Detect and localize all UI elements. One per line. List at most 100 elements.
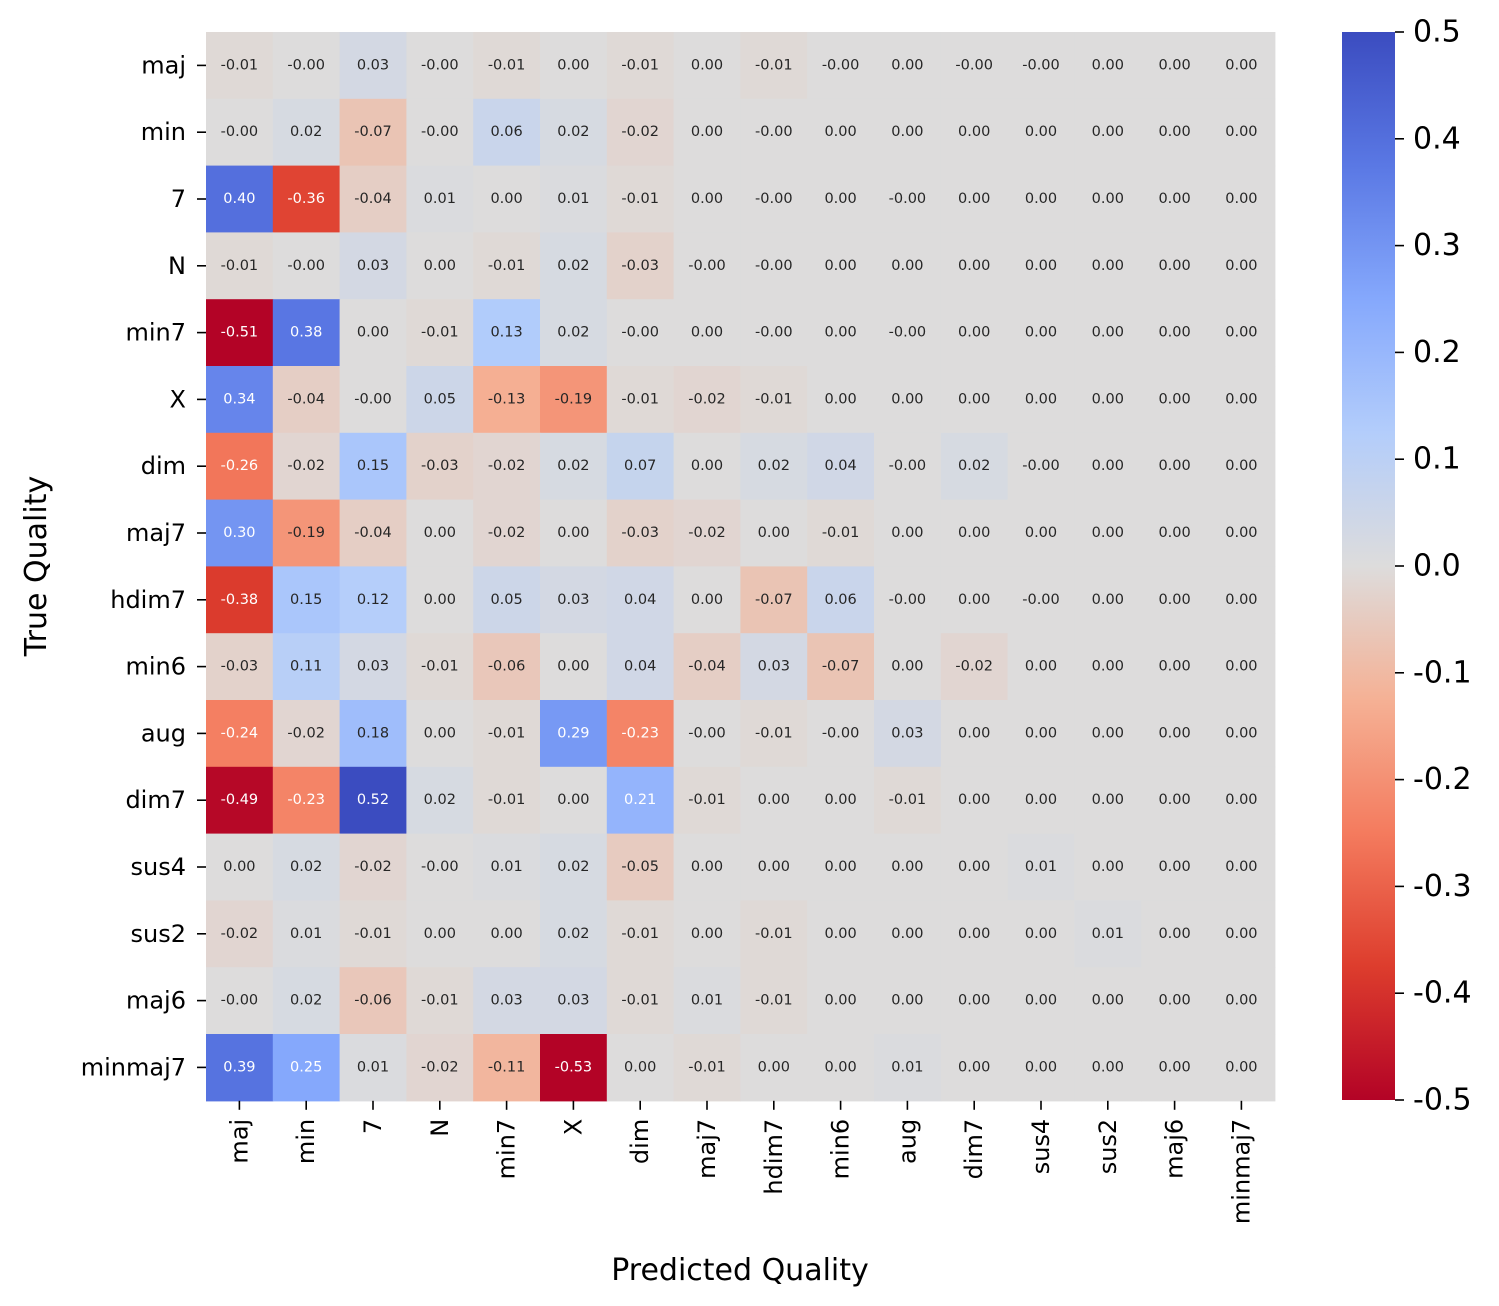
y-tick-label: N [168, 252, 186, 280]
heatmap-cell [940, 32, 1009, 100]
cell-value-label: 0.00 [824, 926, 856, 942]
heatmap-cell [206, 366, 274, 434]
cell-value-label: 0.00 [1158, 1059, 1190, 1075]
cell-value-label: 0.00 [824, 325, 856, 341]
cell-value-label: -0.00 [1022, 458, 1060, 474]
heatmap-cell [874, 366, 942, 434]
cell-value-label: -0.04 [354, 525, 392, 541]
y-tick-label: X [170, 385, 186, 413]
cell-value-label: 0.00 [490, 191, 522, 207]
y-tick-label: min7 [125, 319, 186, 347]
heatmap-cell [1074, 366, 1142, 434]
heatmap-cell [1007, 366, 1075, 434]
heatmap-cell [606, 566, 675, 634]
x-tick-label: min7 [493, 1119, 521, 1180]
heatmap-cell [339, 299, 407, 367]
heatmap-cell [1007, 766, 1075, 835]
heatmap-cell [673, 32, 741, 100]
heatmap-cell [272, 432, 341, 501]
cell-value-label: 0.11 [290, 659, 322, 675]
cell-value-label: 0.00 [1092, 1059, 1124, 1075]
cell-value-label: 0.00 [1225, 258, 1257, 274]
heatmap-cell [540, 700, 608, 768]
heatmap-cell [1074, 232, 1142, 300]
cell-value-label: 0.02 [290, 859, 322, 875]
heatmap-cell [206, 700, 274, 768]
heatmap-cell [740, 32, 808, 100]
y-tick-label: dim7 [125, 786, 186, 814]
heatmap-cell [1208, 766, 1276, 835]
cell-value-label: 0.00 [1158, 792, 1190, 808]
cell-value-label: 0.00 [1225, 458, 1257, 474]
heatmap-cell [339, 833, 407, 901]
heatmap-cell [339, 432, 407, 501]
heatmap-cell [807, 833, 875, 901]
heatmap-cell [206, 299, 274, 367]
colorbar-tick-label: 0.1 [1413, 442, 1461, 477]
cell-value-label: 0.00 [824, 1059, 856, 1075]
cell-value-label: 0.00 [1092, 725, 1124, 741]
heatmap-cell [473, 32, 541, 100]
heatmap-cell [206, 98, 274, 167]
cell-value-label: -0.02 [287, 458, 325, 474]
colorbar-tick-label: -0.4 [1413, 976, 1472, 1011]
cell-value-label: 0.00 [1158, 725, 1190, 741]
heatmap-cell [339, 700, 407, 768]
heatmap-cell [874, 700, 942, 768]
heatmap-cell [606, 299, 675, 367]
heatmap-cell [606, 967, 675, 1035]
heatmap-cell [673, 98, 741, 167]
cell-value-label: -0.01 [621, 926, 659, 942]
cell-value-label: -0.03 [421, 458, 459, 474]
heatmap-cell [1208, 366, 1276, 434]
heatmap-cell [1208, 833, 1276, 901]
heatmap-cell [807, 165, 875, 233]
heatmap-cell [1074, 1034, 1142, 1102]
cell-value-label: -0.01 [421, 325, 459, 341]
heatmap-cell [940, 833, 1009, 901]
cell-value-label: 0.00 [958, 725, 990, 741]
cell-value-label: -0.02 [488, 525, 526, 541]
cell-value-label: -0.00 [755, 258, 793, 274]
heatmap-cell [606, 232, 675, 300]
cell-value-label: -0.00 [287, 258, 325, 274]
y-tick-label: sus4 [131, 853, 187, 881]
heatmap-cell [406, 165, 474, 233]
heatmap-cell [606, 98, 675, 167]
cell-value-label: -0.00 [889, 458, 927, 474]
cell-value-label: -0.00 [688, 725, 726, 741]
heatmap-cell [807, 499, 875, 567]
y-tick-label: maj7 [126, 519, 186, 547]
heatmap-cell [272, 766, 341, 835]
cell-value-label: -0.06 [354, 993, 392, 1009]
cell-value-label: -0.06 [488, 659, 526, 675]
cell-value-label: -0.23 [287, 792, 325, 808]
heatmap-cell [807, 633, 875, 701]
cell-value-label: 0.00 [1158, 57, 1190, 73]
y-tick-label: maj6 [126, 987, 186, 1015]
heatmap-cell [740, 833, 808, 901]
cell-value-label: 0.03 [891, 725, 923, 741]
heatmap-cell [1141, 766, 1209, 835]
cell-value-label: 0.00 [1092, 458, 1124, 474]
heatmap-cell [272, 98, 341, 167]
x-axis-label: Predicted Quality [611, 1253, 869, 1288]
heatmap-cell [1007, 967, 1075, 1035]
cell-value-label: -0.01 [488, 57, 526, 73]
cell-value-label: -0.00 [221, 993, 259, 1009]
cell-value-label: 0.00 [1225, 792, 1257, 808]
cell-value-label: 0.38 [290, 325, 322, 341]
cell-value-label: -0.00 [421, 57, 459, 73]
colorbar-tick-label: -0.3 [1413, 869, 1472, 904]
cell-value-label: 0.25 [290, 1059, 322, 1075]
heatmap-cell [272, 299, 341, 367]
heatmap-cell [740, 366, 808, 434]
x-tick-label: hdim7 [760, 1119, 788, 1195]
heatmap-cell [339, 766, 407, 835]
cell-value-label: 0.00 [1025, 926, 1057, 942]
heatmap-cell [540, 900, 608, 968]
heatmap-cell [1141, 299, 1209, 367]
heatmap-cell [540, 232, 608, 300]
cell-value-label: 0.01 [424, 191, 456, 207]
